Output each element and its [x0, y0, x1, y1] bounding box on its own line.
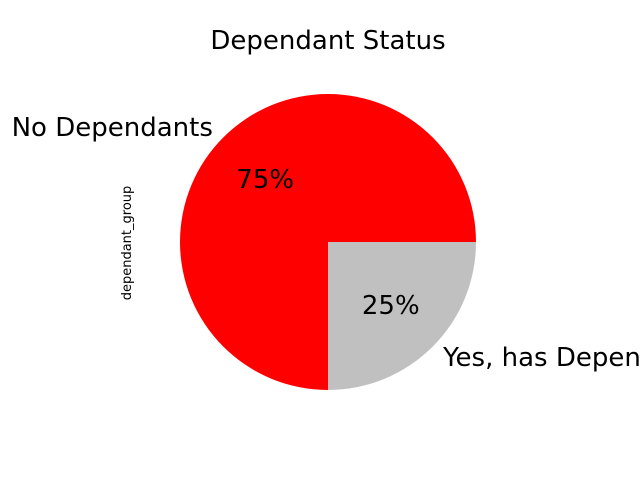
pie-labels: No Dependants 75% Yes, has Dependants 25%: [12, 113, 640, 373]
slice-percent-1: 75%: [236, 165, 294, 195]
slice-percent-2: 25%: [362, 291, 420, 321]
slice-label-2: Yes, has Dependants: [442, 343, 640, 373]
slice-label-1: No Dependants: [12, 113, 213, 143]
chart-title: Dependant Status: [210, 26, 445, 56]
pie-slices: [180, 94, 476, 390]
pie-slice-2: [328, 242, 476, 390]
y-axis-label: dependant_group: [120, 186, 135, 301]
